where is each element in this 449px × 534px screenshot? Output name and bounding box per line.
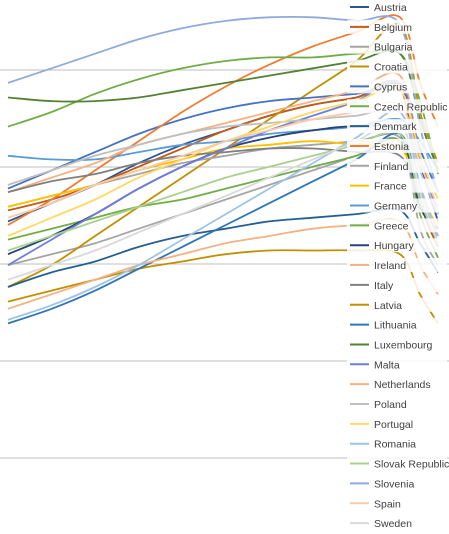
legend-item: Slovak Republic <box>347 456 449 471</box>
legend-item: Slovenia <box>347 476 447 491</box>
legend-label: Ireland <box>374 260 406 272</box>
legend-item: Ireland <box>347 258 447 273</box>
legend-label: Latvia <box>374 300 402 312</box>
legend-item: Lithuania <box>347 317 447 332</box>
legend-item: Finland <box>347 158 447 173</box>
legend-label: Bulgaria <box>374 42 413 54</box>
legend-item: Malta <box>347 357 447 372</box>
legend-label: Estonia <box>374 141 409 153</box>
legend-item: Poland <box>347 397 447 411</box>
legend-label: Poland <box>374 399 407 411</box>
legend-item-background <box>347 39 447 54</box>
legend-item: Italy <box>347 277 447 292</box>
legend-item: Germany <box>347 198 447 213</box>
legend-item-background <box>347 59 447 74</box>
legend-item-background <box>347 238 447 253</box>
legend-item: Portugal <box>347 416 447 431</box>
legend-item-background <box>347 99 447 114</box>
legend-item: France <box>347 178 447 193</box>
legend-item-background <box>347 377 447 392</box>
legend-label: Belgium <box>374 22 412 34</box>
legend-item-background <box>347 0 447 14</box>
legend-item-background <box>347 297 447 312</box>
legend-item-background <box>347 198 447 213</box>
legend-item-background <box>347 476 447 491</box>
series-line-slovenia <box>7 15 439 193</box>
legend-item-background <box>347 357 447 372</box>
legend-label: Denmark <box>374 121 417 133</box>
legend-label: Italy <box>374 280 394 292</box>
legend-item: Croatia <box>347 59 447 74</box>
legend-item-background <box>347 337 447 352</box>
legend-item: Denmark <box>347 119 447 134</box>
legend-label: Greece <box>374 220 409 232</box>
legend-item-background <box>347 496 447 511</box>
legend-label: Slovak Republic <box>374 459 449 471</box>
series-line-portugal <box>7 86 439 237</box>
legend-label: Lithuania <box>374 320 417 332</box>
legend-item: Spain <box>347 496 447 511</box>
legend-item-background <box>347 456 447 471</box>
legend-label: Germany <box>374 201 418 213</box>
legend-item-background <box>347 416 447 431</box>
legend-item-background <box>347 397 447 411</box>
legend-item: Netherlands <box>347 377 447 392</box>
legend-item-background <box>347 19 447 34</box>
series-line-croatia <box>7 22 439 288</box>
legend-item: Greece <box>347 218 447 233</box>
legend-label: Czech Republic <box>374 101 448 113</box>
legend-item-background <box>347 158 447 173</box>
legend-item-background <box>347 436 447 451</box>
legend-item-background <box>347 516 447 531</box>
legend-label: Finland <box>374 161 409 173</box>
legend-label: Austria <box>374 2 407 14</box>
legend-label: Cyprus <box>374 81 407 93</box>
legend-label: Netherlands <box>374 379 431 391</box>
legend-item-background <box>347 277 447 292</box>
legend-label: Malta <box>374 359 400 371</box>
legend-item: Belgium <box>347 19 447 34</box>
legend-item: Czech Republic <box>347 99 448 114</box>
legend-label: Hungary <box>374 240 414 252</box>
legend-item: Romania <box>347 436 447 451</box>
legend-label: Slovenia <box>374 478 414 490</box>
legend-label: Luxembourg <box>374 339 433 351</box>
legend-label: Spain <box>374 498 401 510</box>
legend-item-background <box>347 79 447 94</box>
legend-item: Estonia <box>347 138 447 153</box>
legend-item-background <box>347 218 447 233</box>
legend-label: Croatia <box>374 62 408 74</box>
legend-label: Sweden <box>374 518 412 530</box>
legend-item-background <box>347 138 447 153</box>
legend-label: Romania <box>374 439 416 451</box>
series-line-greece <box>7 49 439 175</box>
legend-label: Portugal <box>374 419 413 431</box>
legend: Austria Belgium Bulgaria Croatia Cyprus Czech… <box>347 0 449 531</box>
series-line-romania <box>7 109 439 321</box>
legend-item: Luxembourg <box>347 337 447 352</box>
series-line-italy <box>7 147 439 237</box>
legend-item: Latvia <box>347 297 447 312</box>
legend-item: Sweden <box>347 516 447 531</box>
legend-item: Austria <box>347 0 447 14</box>
legend-item-background <box>347 258 447 273</box>
legend-item: Bulgaria <box>347 39 447 54</box>
legend-item-background <box>347 317 447 332</box>
legend-item-background <box>347 178 447 193</box>
legend-item-background <box>347 119 447 134</box>
legend-label: France <box>374 181 407 193</box>
legend-item: Hungary <box>347 238 447 253</box>
legend-item: Cyprus <box>347 79 447 94</box>
